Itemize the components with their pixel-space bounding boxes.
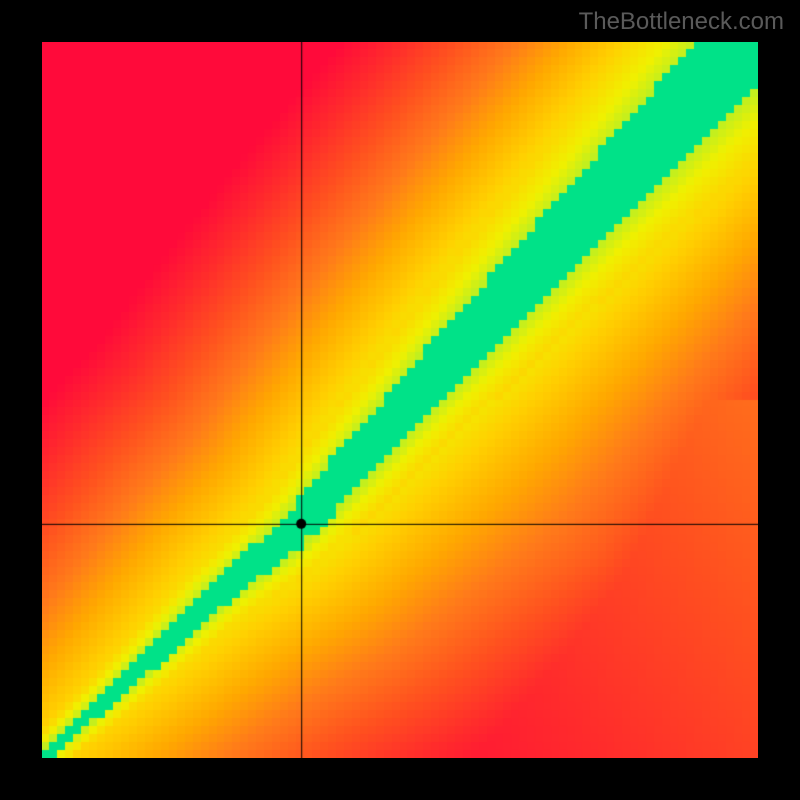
heatmap-canvas [42,42,758,758]
plot-area [42,42,758,758]
watermark-text: TheBottleneck.com [579,8,784,36]
chart-container: TheBottleneck.com [0,0,800,800]
